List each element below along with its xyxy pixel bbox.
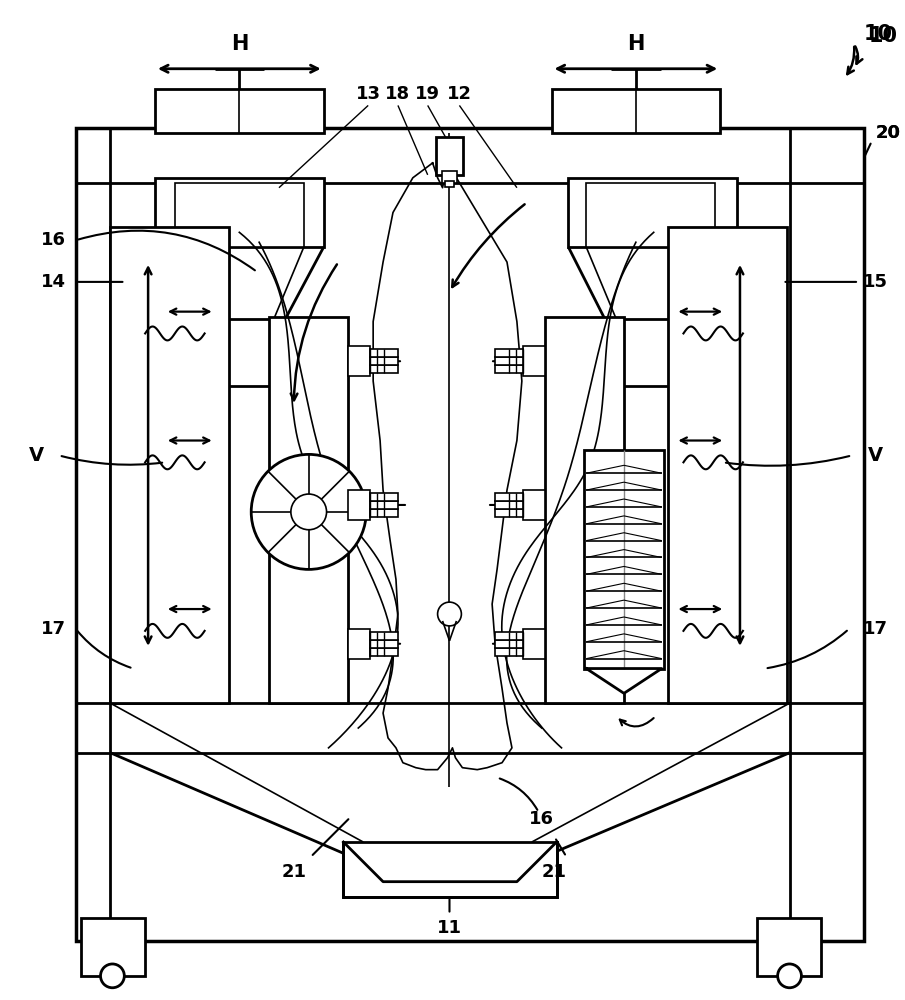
Text: 10: 10	[864, 24, 893, 44]
Bar	[568, 178, 737, 247]
Circle shape	[291, 494, 327, 530]
Bar	[76, 128, 864, 941]
Bar	[585, 450, 663, 669]
Text: V: V	[868, 446, 883, 465]
Circle shape	[438, 602, 462, 626]
Text: 14: 14	[41, 273, 65, 291]
Text: V: V	[29, 446, 43, 465]
Text: 21: 21	[542, 863, 567, 881]
Text: 16: 16	[529, 810, 554, 828]
Bar	[370, 365, 398, 373]
Bar	[435, 137, 463, 175]
Circle shape	[100, 964, 124, 988]
Text: 20: 20	[876, 124, 900, 142]
Text: 17: 17	[863, 620, 889, 638]
Text: 19: 19	[415, 85, 440, 103]
Text: 21: 21	[281, 863, 307, 881]
Bar	[348, 490, 370, 520]
Circle shape	[777, 964, 802, 988]
Bar	[155, 178, 324, 247]
Bar	[586, 183, 715, 247]
Bar	[495, 632, 523, 640]
Text: 10: 10	[869, 26, 898, 46]
Text: 20: 20	[876, 124, 900, 142]
Bar	[668, 227, 786, 703]
Bar	[370, 632, 398, 640]
Bar	[370, 640, 398, 648]
Bar	[495, 501, 523, 509]
Text: 12: 12	[447, 85, 472, 103]
Polygon shape	[586, 669, 662, 693]
Bar	[81, 918, 145, 976]
Bar	[269, 317, 348, 703]
Bar	[495, 640, 523, 648]
Bar	[495, 357, 523, 365]
Bar	[175, 183, 304, 247]
Bar	[757, 918, 821, 976]
Bar	[495, 365, 523, 373]
Bar	[523, 629, 545, 659]
Bar	[495, 509, 523, 517]
Bar	[348, 629, 370, 659]
Bar	[545, 317, 624, 703]
Bar	[495, 349, 523, 357]
Text: 16: 16	[41, 231, 65, 249]
Bar	[155, 89, 324, 133]
Bar	[523, 346, 545, 376]
Bar	[552, 89, 720, 133]
Bar	[195, 319, 284, 386]
Bar	[370, 357, 398, 365]
Text: 18: 18	[386, 85, 411, 103]
Text: 15: 15	[863, 273, 889, 291]
Bar	[523, 490, 545, 520]
Bar	[343, 842, 557, 897]
Bar	[348, 346, 370, 376]
Bar	[370, 349, 398, 357]
Bar	[370, 501, 398, 509]
Circle shape	[252, 454, 367, 569]
Bar	[495, 493, 523, 501]
Bar	[370, 493, 398, 501]
Bar	[444, 181, 454, 187]
Bar	[370, 648, 398, 656]
Text: 11: 11	[437, 919, 462, 937]
Bar	[606, 319, 695, 386]
Text: 13: 13	[356, 85, 381, 103]
Text: H: H	[231, 34, 248, 54]
Bar	[495, 648, 523, 656]
Bar	[442, 171, 457, 183]
Text: H: H	[627, 34, 644, 54]
Bar	[110, 227, 229, 703]
Bar	[370, 509, 398, 517]
Text: 17: 17	[41, 620, 65, 638]
